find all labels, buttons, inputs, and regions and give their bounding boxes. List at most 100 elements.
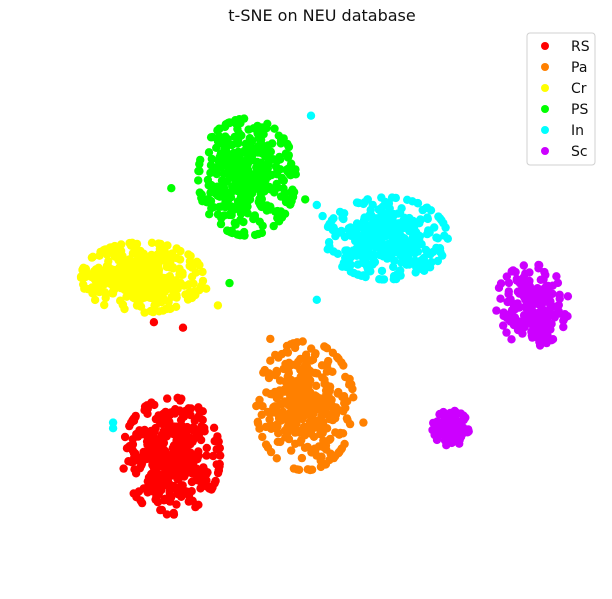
point-ps <box>227 140 237 150</box>
point-rs <box>136 426 146 436</box>
point-ps <box>252 163 261 172</box>
point-pa <box>307 425 316 434</box>
point-rs <box>182 460 191 469</box>
point-in <box>377 193 386 202</box>
point-rs <box>194 447 203 456</box>
point-in <box>329 247 338 256</box>
point-pa <box>359 418 368 427</box>
point-cr <box>187 263 197 272</box>
point-pa <box>295 438 305 447</box>
point-cr <box>152 269 161 278</box>
point-in <box>340 209 349 218</box>
point-sc <box>555 290 564 299</box>
point-cr <box>198 267 207 277</box>
point-pa <box>276 437 285 447</box>
point-pa <box>293 357 303 366</box>
point-pa <box>308 403 318 412</box>
point-in <box>363 195 372 204</box>
point-sc <box>505 311 515 320</box>
point-sc <box>447 438 456 448</box>
point-pa <box>284 434 294 444</box>
point-ps <box>268 139 277 148</box>
point-sc <box>559 316 568 325</box>
point-cr <box>198 276 208 286</box>
point-rs <box>196 435 206 445</box>
point-ps <box>274 131 283 140</box>
point-sc <box>432 435 442 445</box>
point-pa <box>313 416 322 426</box>
point-pa <box>331 414 340 423</box>
point-cr <box>150 301 159 310</box>
point-rs <box>214 466 223 475</box>
point-pa <box>305 417 315 427</box>
legend-label-ps: PS <box>571 102 588 118</box>
point-sc <box>553 278 563 288</box>
point-pa <box>259 368 268 377</box>
point-rs <box>215 443 224 453</box>
point-pa <box>334 448 343 457</box>
point-pa <box>272 424 281 433</box>
point-ps <box>270 124 279 133</box>
point-in <box>379 275 389 284</box>
point-rs <box>216 451 225 460</box>
point-in <box>368 260 377 269</box>
legend-label-rs: RS <box>571 39 590 55</box>
point-cr <box>140 308 149 317</box>
point-in <box>354 222 363 231</box>
point-ps <box>219 152 228 162</box>
point-cr <box>95 251 104 260</box>
point-rs <box>188 437 197 446</box>
point-ps <box>195 159 204 169</box>
point-cr <box>88 289 97 298</box>
point-pa <box>296 365 305 375</box>
point-cr <box>163 250 172 259</box>
point-rs <box>139 450 148 459</box>
point-pa <box>297 453 307 463</box>
point-pa <box>339 361 348 370</box>
point-in <box>432 243 441 253</box>
point-sc <box>496 294 505 303</box>
point-ps <box>253 121 262 131</box>
point-ps <box>269 221 278 231</box>
point-in <box>360 239 369 248</box>
point-sc <box>508 266 518 275</box>
point-in <box>423 214 432 224</box>
point-sc <box>520 312 529 321</box>
point-ps <box>287 196 296 206</box>
point-cr <box>93 271 103 280</box>
point-pa <box>308 355 318 364</box>
point-in <box>432 233 441 242</box>
point-ps <box>301 195 310 204</box>
point-cr <box>172 283 181 292</box>
point-rs <box>163 394 172 403</box>
point-ps <box>225 169 234 178</box>
point-ps <box>194 166 203 176</box>
point-sc <box>520 302 530 312</box>
point-rs <box>177 420 186 430</box>
point-cr <box>76 272 86 281</box>
point-ps <box>271 207 280 216</box>
point-ps <box>213 126 222 135</box>
point-pa <box>267 390 277 399</box>
point-in <box>425 263 435 272</box>
point-in <box>390 234 399 244</box>
point-ps <box>233 230 242 239</box>
point-sc <box>535 261 544 270</box>
point-pa <box>286 340 295 349</box>
point-sc <box>559 322 568 332</box>
point-ps <box>250 185 259 194</box>
point-ps <box>272 179 281 189</box>
point-pa <box>323 359 332 368</box>
point-rs <box>134 487 144 496</box>
point-sc <box>499 321 508 330</box>
point-rs <box>178 481 187 490</box>
point-pa <box>292 377 301 386</box>
point-cr <box>78 265 87 275</box>
point-rs <box>186 404 196 413</box>
point-pa <box>298 415 307 424</box>
point-ps <box>220 211 229 220</box>
point-in <box>374 242 383 251</box>
point-pa <box>341 372 350 382</box>
point-rs <box>180 438 190 447</box>
point-cr <box>90 295 100 305</box>
